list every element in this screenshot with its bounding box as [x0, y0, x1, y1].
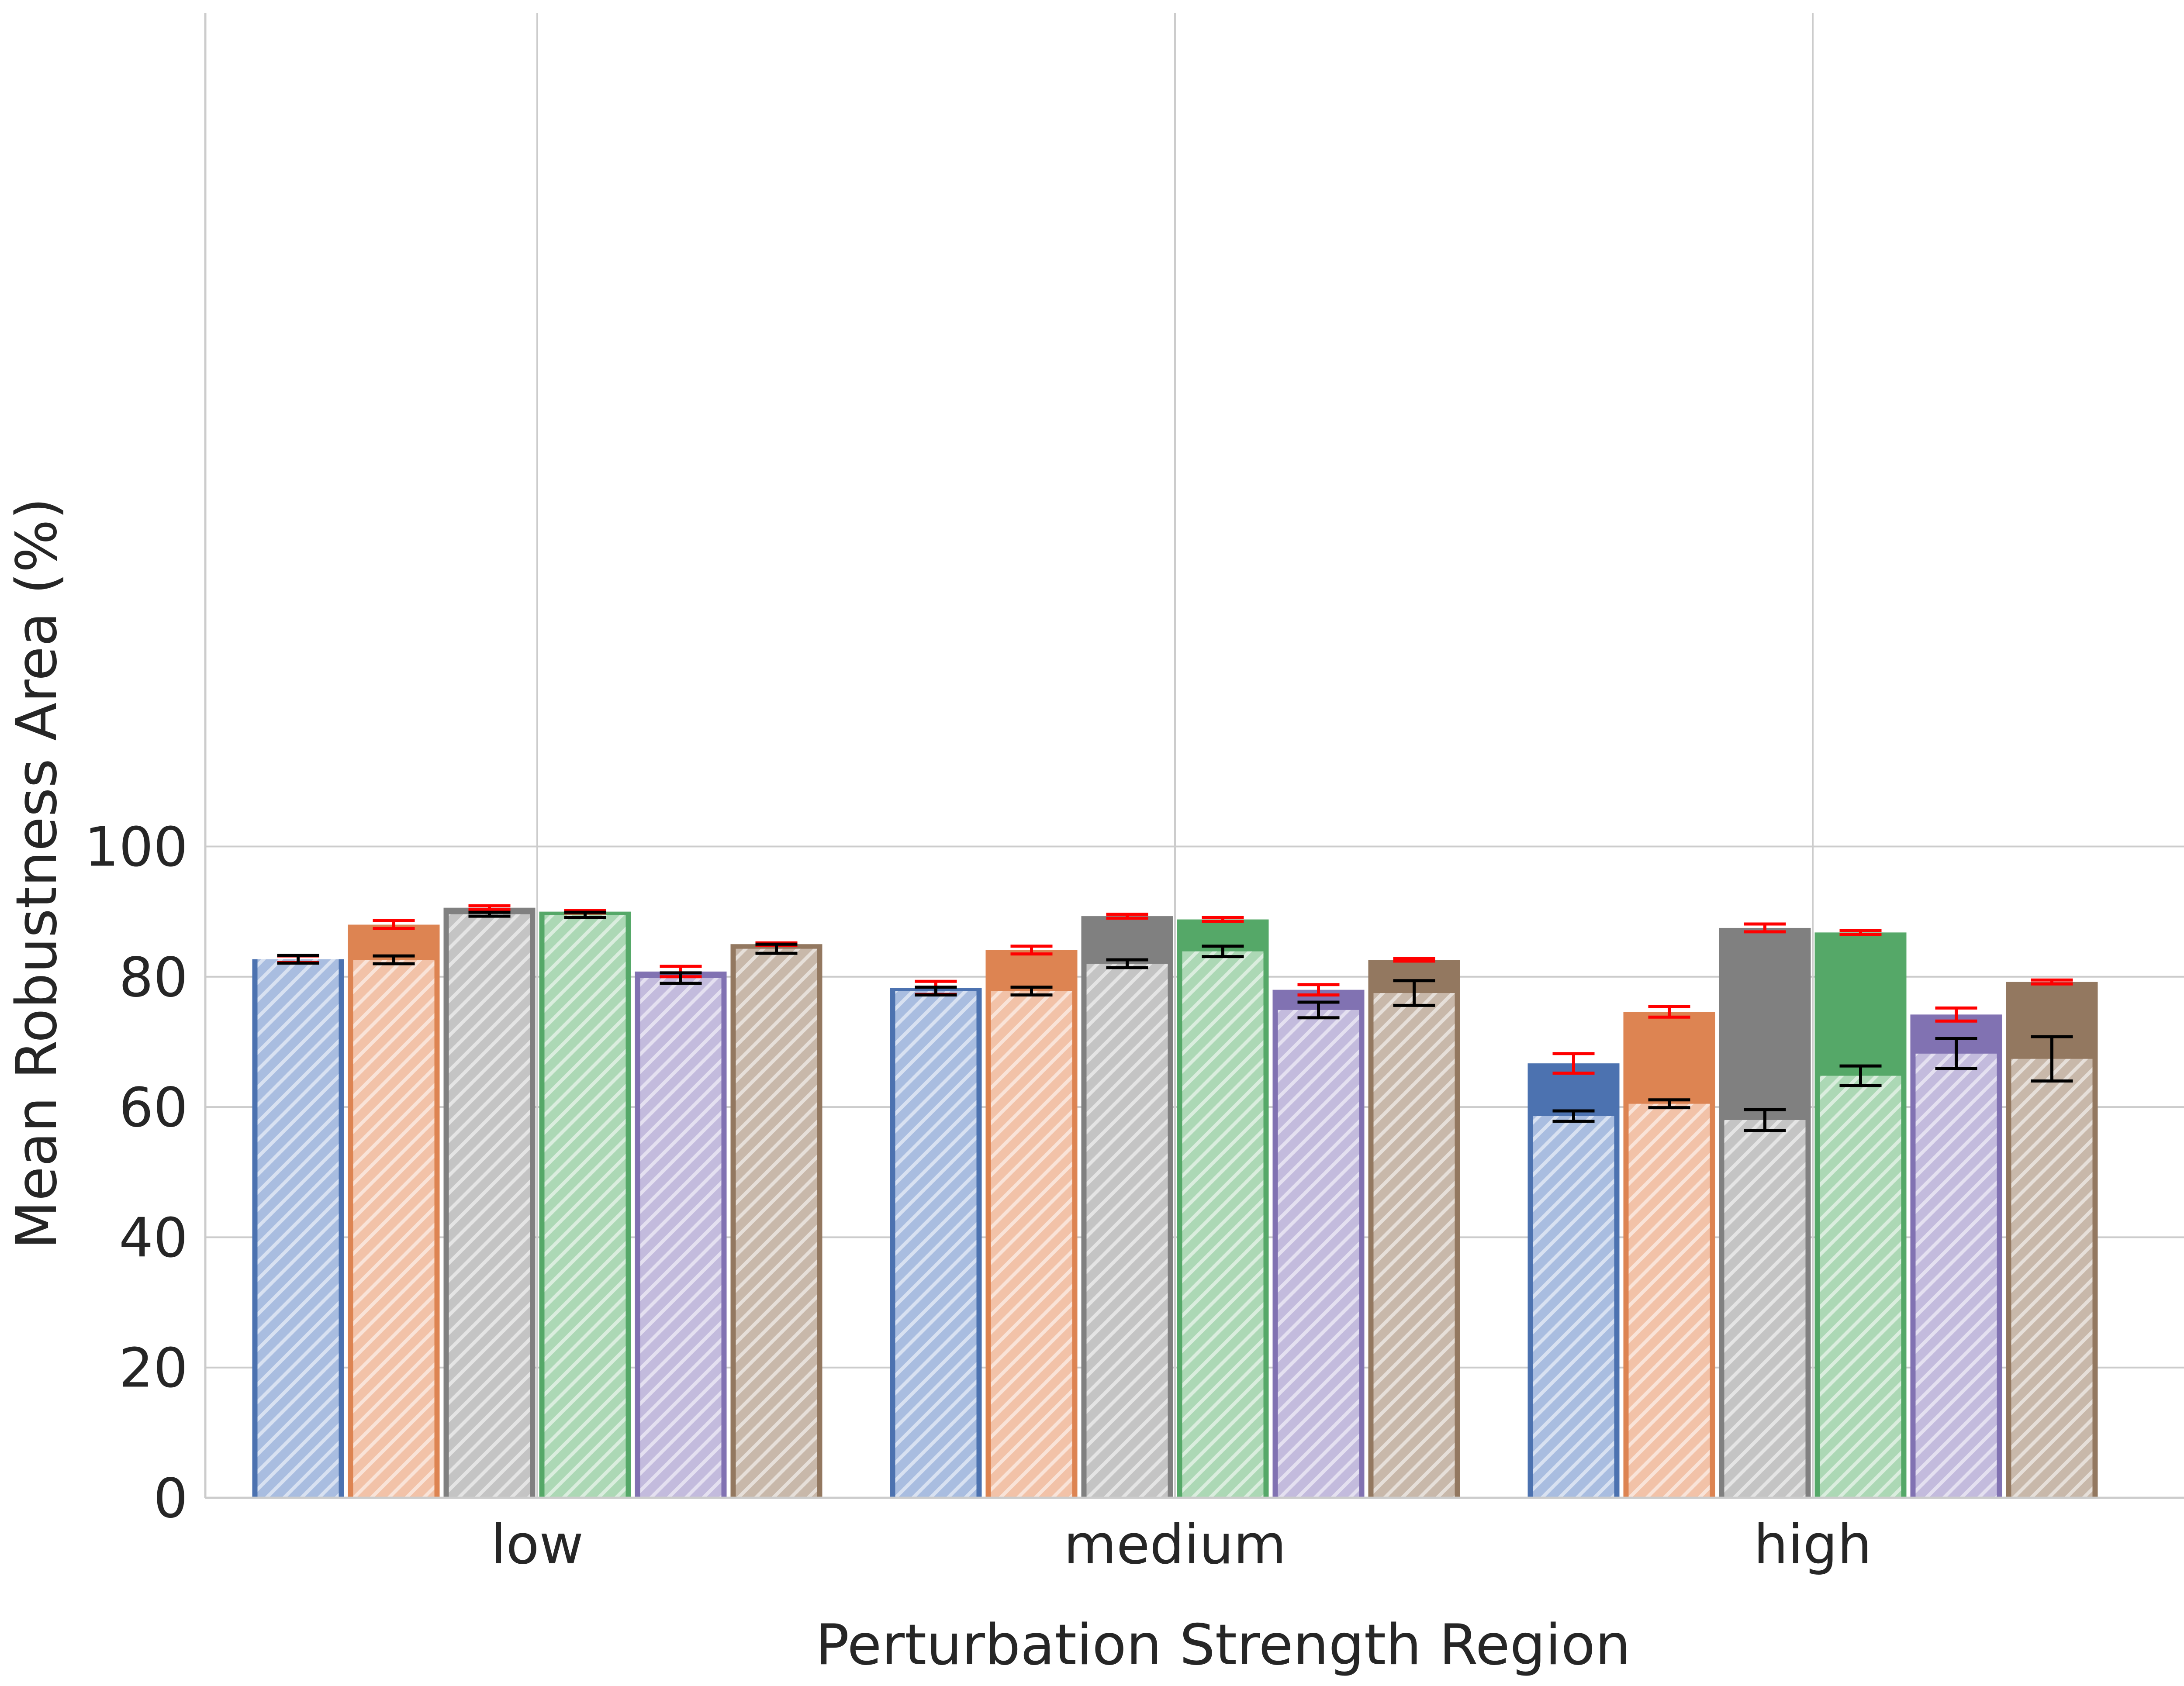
- error-bar-hatched: [564, 910, 606, 919]
- x-axis-label: Perturbation Strength Region: [816, 1613, 1631, 1678]
- bar-hatched: [1724, 1120, 1806, 1498]
- y-axis-label: Mean Robustness Area (%): [4, 498, 69, 1249]
- bar-hatched: [1915, 1053, 1997, 1498]
- error-bar-hatched: [1935, 1037, 1977, 1070]
- bars: [252, 907, 2098, 1498]
- error-bar-hatched: [1648, 1098, 1690, 1110]
- error-bar-hatched: [1393, 979, 1435, 1007]
- error-bar-hatched: [373, 954, 415, 965]
- error-bar-total: [1202, 916, 1244, 923]
- error-bar-total: [1106, 913, 1148, 920]
- bar-hatched: [1373, 993, 1455, 1498]
- error-bars: [277, 904, 2073, 1132]
- bar-hatched: [1086, 963, 1168, 1498]
- error-bar-total: [1839, 929, 1882, 936]
- error-bar-hatched: [2031, 1035, 2073, 1083]
- y-tick-label: 40: [119, 1207, 188, 1269]
- bar-hatched: [991, 991, 1072, 1498]
- error-bar-hatched: [1839, 1064, 1882, 1087]
- bar-hatched: [895, 991, 977, 1498]
- error-bar-hatched: [1297, 1000, 1340, 1020]
- error-bar-hatched: [1552, 1109, 1595, 1123]
- error-bar-hatched: [1010, 986, 1053, 997]
- bar-hatched: [640, 978, 722, 1498]
- x-tick-label: high: [1754, 1514, 1872, 1576]
- bar-hatched: [1182, 951, 1264, 1498]
- error-bar-hatched: [1202, 945, 1244, 959]
- axes: [204, 13, 2184, 1499]
- error-bar-hatched: [468, 910, 511, 918]
- bar-hatched: [449, 914, 530, 1498]
- bar-hatched: [1278, 1010, 1359, 1498]
- error-bar-total: [468, 904, 511, 911]
- error-bar-total: [1935, 1006, 1977, 1023]
- tick-labels: 0 20 40 60 80 100 low medium high: [84, 816, 1872, 1577]
- y-tick-label: 60: [119, 1076, 188, 1139]
- x-tick-label: low: [491, 1514, 584, 1576]
- error-bar-hatched: [277, 954, 319, 965]
- bar-hatched: [2011, 1058, 2093, 1498]
- error-bar-hatched: [1744, 1108, 1786, 1132]
- error-bar-hatched: [660, 971, 702, 985]
- error-bar-total: [373, 919, 415, 930]
- error-bar-hatched: [1106, 958, 1148, 969]
- error-bar-hatched: [915, 986, 957, 997]
- bar-hatched: [1533, 1116, 1614, 1498]
- error-bar-total: [1010, 945, 1053, 956]
- y-tick-label: 80: [119, 946, 188, 1009]
- error-bar-hatched: [755, 942, 798, 955]
- bar-hatched: [1820, 1076, 1901, 1498]
- error-bar-total: [1297, 983, 1340, 997]
- bar-hatched: [1628, 1103, 1710, 1498]
- error-bar-total: [1744, 922, 1786, 934]
- error-bar-total: [2031, 978, 2073, 986]
- bar-hatched: [257, 959, 339, 1498]
- y-tick-label: 20: [119, 1337, 188, 1400]
- error-bar-total: [1393, 957, 1435, 963]
- y-tick-label: 100: [84, 816, 188, 879]
- bar-hatched: [544, 915, 626, 1498]
- x-tick-label: medium: [1064, 1514, 1286, 1576]
- y-tick-label: 0: [153, 1467, 188, 1530]
- error-bar-total: [1552, 1052, 1595, 1075]
- bar-hatched: [736, 948, 817, 1498]
- bar-hatched: [353, 960, 435, 1498]
- error-bar-total: [1648, 1005, 1690, 1019]
